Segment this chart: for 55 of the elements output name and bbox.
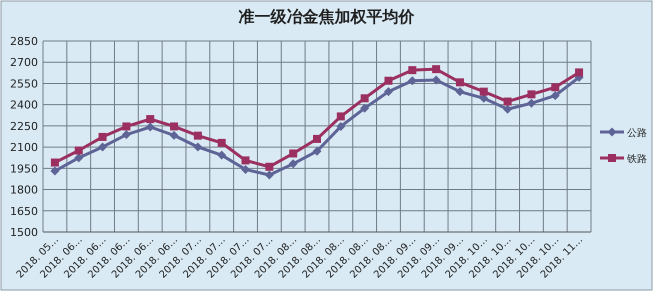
point <box>288 159 298 168</box>
y-tick-label: 2550 <box>10 77 38 90</box>
point <box>193 142 202 152</box>
point <box>74 146 83 155</box>
point <box>480 88 488 96</box>
point <box>550 91 560 100</box>
y-tick-label: 1500 <box>10 226 38 239</box>
point <box>336 112 345 120</box>
legend-label: 公路 <box>627 127 647 139</box>
point <box>384 76 392 85</box>
chart-title: 准一级冶金焦加权平均价 <box>238 7 416 26</box>
point <box>312 146 322 156</box>
point <box>146 122 155 132</box>
point <box>504 98 512 106</box>
point <box>336 122 346 131</box>
point <box>551 83 560 92</box>
point <box>432 76 441 85</box>
point <box>122 122 130 130</box>
point <box>455 87 464 96</box>
y-tick-label: 1800 <box>10 184 38 197</box>
point <box>50 166 60 176</box>
point <box>289 149 298 158</box>
point <box>432 65 440 74</box>
y-tick-label: 2400 <box>10 98 38 112</box>
y-tick-label: 1950 <box>10 162 38 176</box>
point <box>217 150 226 160</box>
point <box>360 94 369 102</box>
point <box>98 142 108 152</box>
point <box>503 104 512 114</box>
point <box>242 156 250 164</box>
point <box>456 78 464 86</box>
point <box>170 122 178 130</box>
y-tick-label: 2250 <box>10 120 38 133</box>
y-tick-label: 1650 <box>10 204 38 218</box>
y-tick-label: 2700 <box>10 56 38 70</box>
point <box>241 164 250 174</box>
point <box>50 158 59 167</box>
point <box>122 130 131 140</box>
point <box>98 132 107 141</box>
point <box>264 170 274 180</box>
point <box>265 162 274 171</box>
point <box>384 87 393 96</box>
point <box>170 130 179 140</box>
point <box>194 132 202 140</box>
point <box>146 115 154 124</box>
y-tick-label: 2850 <box>10 35 38 48</box>
point <box>527 90 536 98</box>
point <box>408 66 416 74</box>
point <box>360 104 370 113</box>
point <box>218 138 226 147</box>
point <box>575 68 584 76</box>
legend-label: 铁路 <box>626 153 647 165</box>
y-tick-label: 2100 <box>10 141 38 154</box>
point <box>526 98 536 108</box>
point <box>313 134 321 143</box>
